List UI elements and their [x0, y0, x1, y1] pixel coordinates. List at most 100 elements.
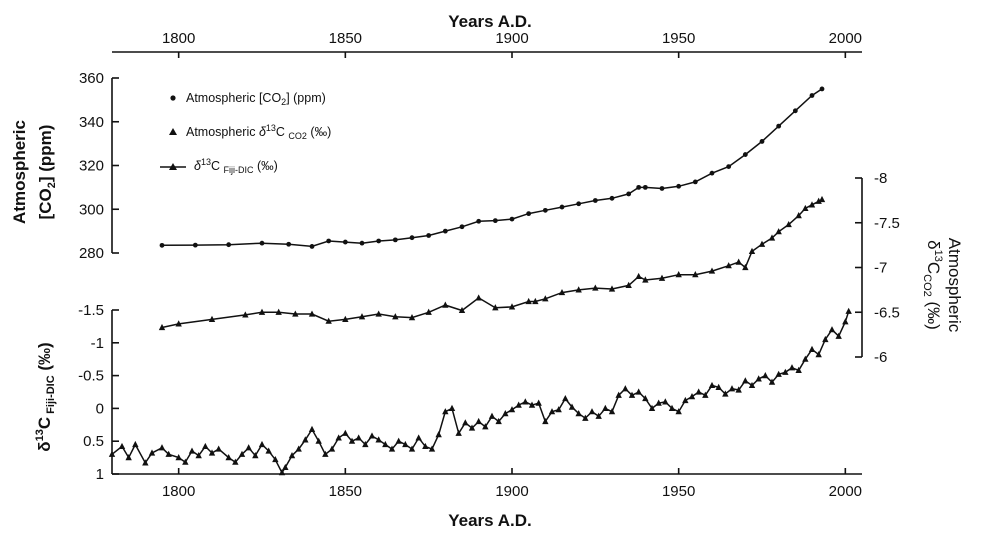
data-point [692, 271, 699, 278]
data-point [488, 412, 496, 419]
right-axis-tick-label: -7 [874, 260, 887, 277]
data-point [458, 306, 466, 314]
data-point [562, 394, 569, 402]
data-point [726, 164, 732, 169]
left-fiji-axis-title: δ13C Fiji-DIC (‰) [34, 342, 57, 451]
data-point [722, 390, 729, 397]
data-point [602, 404, 609, 411]
data-point [728, 385, 736, 392]
data-point [542, 417, 549, 425]
data-point [476, 218, 482, 224]
data-point [609, 195, 615, 201]
data-point [808, 201, 816, 208]
data-point [315, 437, 322, 444]
data-point [325, 317, 332, 324]
data-point [175, 320, 182, 327]
data-point [358, 313, 366, 320]
data-point [395, 437, 402, 444]
top-x-tick-label: 1850 [329, 30, 362, 47]
top-x-axis: 1800 1850 1900 1950 2000 [112, 30, 862, 58]
data-point [608, 285, 616, 292]
data-point [342, 239, 348, 245]
left-co2-axis-tick-label: 340 [79, 114, 104, 131]
left-fiji-axis-tick-label: 0 [96, 400, 104, 417]
data-point [845, 307, 852, 314]
data-point [635, 272, 642, 280]
data-point [508, 406, 516, 413]
right-axis-title-line1: Atmospheric [945, 238, 964, 333]
right-axis-tick-label: -6.5 [874, 304, 900, 321]
data-point [725, 262, 732, 269]
data-point [648, 404, 656, 411]
data-point [408, 445, 416, 452]
data-point [415, 434, 422, 441]
data-point [642, 394, 649, 402]
left-fiji-axis-tick-label: 1 [96, 466, 104, 483]
data-point [668, 404, 676, 411]
data-point [642, 276, 649, 283]
data-point [675, 408, 682, 415]
data-point [636, 184, 642, 190]
data-point [575, 410, 582, 417]
data-point [226, 242, 232, 248]
data-point [708, 267, 716, 274]
data-point [428, 445, 436, 452]
data-point [309, 244, 315, 249]
data-point [368, 432, 376, 439]
data-point [635, 388, 642, 395]
data-point [555, 406, 562, 413]
data-point [542, 295, 549, 302]
data-point [278, 469, 286, 476]
left-fiji-axis-tick-label: -1 [91, 335, 104, 352]
data-point [288, 452, 296, 459]
data-point [582, 414, 589, 421]
top-x-axis-title: Years A.D. [448, 12, 531, 31]
data-point [742, 377, 749, 384]
data-point [675, 271, 682, 278]
data-point [335, 434, 342, 441]
data-point [822, 335, 829, 343]
data-point [482, 423, 489, 430]
data-point [492, 304, 499, 311]
data-point [492, 218, 498, 224]
data-point [608, 408, 616, 415]
data-point [588, 408, 596, 415]
data-point [802, 355, 809, 362]
bottom-x-tick-label: 1900 [495, 483, 528, 500]
data-point [468, 424, 476, 431]
bottom-x-tick-label: 1850 [329, 483, 362, 500]
series-atm-delta13c [158, 195, 826, 331]
data-point [559, 204, 565, 210]
data-point [576, 201, 582, 207]
data-point [435, 431, 442, 438]
left-co2-axis-tick-label: 300 [79, 201, 104, 218]
data-point [322, 450, 329, 457]
data-point [148, 449, 156, 456]
data-point [558, 288, 566, 296]
data-point [715, 383, 722, 391]
top-x-tick-label: 2000 [829, 30, 862, 47]
left-fiji-axis-tick-label: -1.5 [78, 302, 104, 319]
data-point [442, 408, 449, 415]
data-point [776, 123, 782, 129]
left-co2-axis-tick-label: 280 [79, 245, 104, 262]
data-point [408, 314, 416, 321]
data-point [659, 186, 665, 191]
data-point [245, 444, 252, 451]
data-point [802, 204, 809, 212]
data-point [459, 224, 465, 230]
data-point [232, 458, 239, 465]
data-point [828, 326, 836, 333]
data-point [342, 429, 349, 436]
data-point [622, 385, 629, 392]
data-point [402, 440, 409, 448]
data-point [768, 378, 776, 385]
left-co2-axis-tick-label: 320 [79, 158, 104, 175]
data-point [535, 399, 542, 406]
data-point [108, 450, 116, 457]
data-point [625, 281, 632, 288]
data-point [662, 398, 669, 405]
data-point [376, 238, 382, 244]
data-point [525, 297, 532, 305]
data-point [792, 108, 798, 114]
